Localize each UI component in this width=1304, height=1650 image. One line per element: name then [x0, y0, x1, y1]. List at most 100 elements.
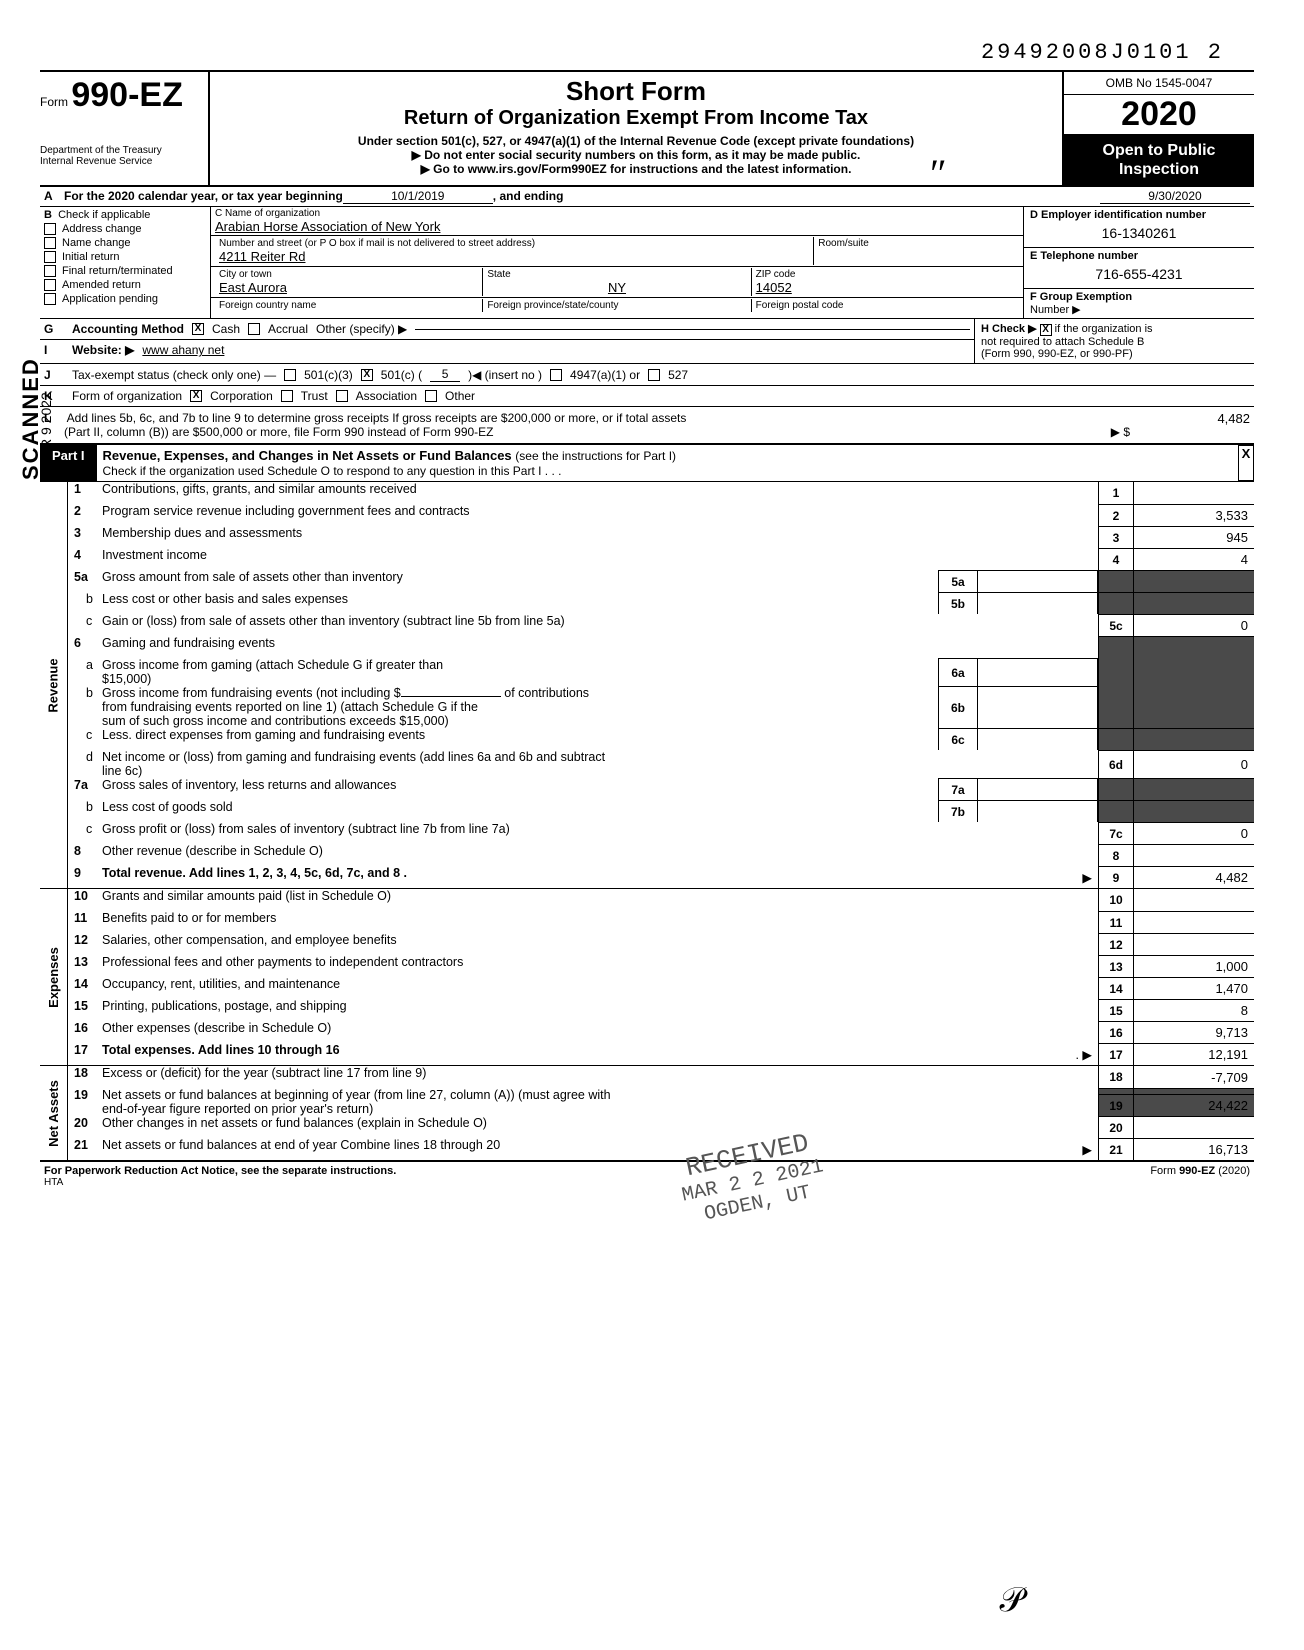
- l6-desc: Gaming and fundraising events: [102, 636, 1098, 650]
- other-label: Other (specify) ▶: [316, 322, 407, 336]
- opt-501c3: 501(c)(3): [304, 368, 353, 382]
- l20-desc: Other changes in net assets or fund bala…: [102, 1116, 1098, 1130]
- chk-h[interactable]: X: [1040, 324, 1052, 336]
- c-label: C Name of organization: [215, 208, 1019, 219]
- f-label2: Number ▶: [1030, 303, 1248, 316]
- l6d-amt: 0: [1134, 750, 1254, 778]
- chk-501c3[interactable]: [284, 369, 296, 381]
- right-header: OMB No 1545-0047 2020 Open to Public Ins…: [1064, 72, 1254, 185]
- title-sub2: ▶ Do not enter social security numbers o…: [216, 148, 1056, 162]
- g-letter: G: [44, 322, 64, 336]
- b-hdr: Check if applicable: [58, 209, 150, 221]
- l13-amt: 1,000: [1134, 955, 1254, 977]
- city-label: City or town: [219, 269, 478, 280]
- footer-right: Form 990-EZ (2020): [1150, 1165, 1250, 1177]
- chk-trust[interactable]: [281, 390, 293, 402]
- street-label: Number and street (or P O box if mail is…: [219, 238, 809, 249]
- chk-initial-return[interactable]: Initial return: [44, 251, 206, 263]
- chk-name-change[interactable]: Name change: [44, 237, 206, 249]
- chk-amended-return[interactable]: Amended return: [44, 279, 206, 291]
- omb-number: OMB No 1545-0047: [1064, 72, 1254, 95]
- l21-amt: 16,713: [1134, 1138, 1254, 1160]
- footer-hta: HTA: [40, 1177, 1254, 1188]
- chk-501c[interactable]: X: [361, 369, 373, 381]
- l9-desc: Total revenue. Add lines 1, 2, 3, 4, 5c,…: [102, 866, 1082, 880]
- l5c-desc: Gain or (loss) from sale of assets other…: [102, 614, 1098, 628]
- fp-label: Foreign province/state/county: [487, 300, 746, 311]
- k-label: Form of organization: [72, 389, 182, 403]
- netassets-lines: 18Excess or (deficit) for the year (subt…: [68, 1066, 1254, 1160]
- row-g: G Accounting Method XCash Accrual Other …: [40, 319, 974, 340]
- form-title-cell: Short Form Return of Organization Exempt…: [210, 72, 1064, 185]
- chk-other[interactable]: [425, 390, 437, 402]
- l19-desc: Net assets or fund balances at beginning…: [102, 1088, 1098, 1116]
- l16-desc: Other expenses (describe in Schedule O): [102, 1021, 1098, 1035]
- d-label: D Employer identification number: [1030, 209, 1248, 221]
- form-number: 990-EZ: [71, 76, 183, 114]
- form-header: Form 990-EZ Department of the Treasury I…: [40, 70, 1254, 187]
- line-a-text2: , and ending: [493, 189, 564, 204]
- l6c-desc: Less. direct expenses from gaming and fu…: [102, 728, 938, 742]
- l3-desc: Membership dues and assessments: [102, 526, 1098, 540]
- expenses-table: Expenses 10Grants and similar amounts pa…: [40, 889, 1254, 1066]
- tax-year: 2020: [1064, 95, 1254, 135]
- l14-amt: 1,470: [1134, 977, 1254, 999]
- part1-title-cell: Revenue, Expenses, and Changes in Net As…: [97, 445, 1234, 481]
- netassets-table: Net Assets 18Excess or (deficit) for the…: [40, 1066, 1254, 1162]
- line-a-text1: For the 2020 calendar year, or tax year …: [64, 189, 343, 204]
- chk-527[interactable]: [648, 369, 660, 381]
- l8-amt: [1134, 844, 1254, 866]
- l7c-desc: Gross profit or (loss) from sales of inv…: [102, 822, 1098, 836]
- l6a-desc: Gross income from gaming (attach Schedul…: [102, 658, 938, 686]
- part1-checkbox[interactable]: X: [1238, 445, 1254, 481]
- l15-amt: 8: [1134, 999, 1254, 1021]
- h-text3: not required to attach Schedule B: [981, 336, 1144, 348]
- chk-cash[interactable]: X: [192, 323, 204, 335]
- open-to-public: Open to Public Inspection: [1064, 135, 1254, 185]
- side-revenue: Revenue: [40, 482, 68, 888]
- l14-desc: Occupancy, rent, utilities, and maintena…: [102, 977, 1098, 991]
- l1-amt: [1134, 482, 1254, 504]
- l3-amt: 945: [1134, 526, 1254, 548]
- chk-accrual[interactable]: [248, 323, 260, 335]
- part1-title-sub: (see the instructions for Part I): [515, 449, 676, 463]
- l17-amt: 12,191: [1134, 1043, 1254, 1065]
- block-bcd: B Check if applicable Address change Nam…: [40, 207, 1254, 319]
- title-sub3: ▶ Go to www.irs.gov/Form990EZ for instru…: [216, 162, 1056, 176]
- revenue-lines: 1Contributions, gifts, grants, and simil…: [68, 482, 1254, 888]
- l2-desc: Program service revenue including govern…: [102, 504, 1098, 518]
- state-label: State: [487, 269, 746, 280]
- f-label: F Group Exemption: [1030, 291, 1248, 303]
- website-val: www ahany net: [142, 343, 224, 357]
- l16-amt: 9,713: [1134, 1021, 1254, 1043]
- chk-final-return[interactable]: Final return/terminated: [44, 265, 206, 277]
- l1-desc: Contributions, gifts, grants, and simila…: [102, 482, 1098, 496]
- h-cell: H Check ▶ X if the organization is not r…: [974, 319, 1254, 363]
- form-dept2: Internal Revenue Service: [40, 156, 200, 167]
- l18-desc: Excess or (deficit) for the year (subtra…: [102, 1066, 1098, 1080]
- line-a-end: 9/30/2020: [1100, 189, 1250, 204]
- j-letter: J: [44, 368, 64, 382]
- h-text2: if the organization is: [1055, 323, 1153, 335]
- part1-title: Revenue, Expenses, and Changes in Net As…: [103, 448, 512, 463]
- l-text1: Add lines 5b, 6c, and 7b to line 9 to de…: [67, 411, 687, 425]
- footer: For Paperwork Reduction Act Notice, see …: [40, 1162, 1254, 1177]
- j-label: Tax-exempt status (check only one) —: [72, 368, 276, 382]
- line-a-letter: A: [44, 189, 64, 204]
- l12-amt: [1134, 933, 1254, 955]
- zip-label: ZIP code: [756, 269, 1015, 280]
- l12-desc: Salaries, other compensation, and employ…: [102, 933, 1098, 947]
- chk-4947[interactable]: [550, 369, 562, 381]
- l9-amt: 4,482: [1134, 866, 1254, 888]
- title-sub1: Under section 501(c), 527, or 4947(a)(1)…: [216, 134, 1056, 148]
- l13-desc: Professional fees and other payments to …: [102, 955, 1098, 969]
- h-text4: (Form 990, 990-EZ, or 990-PF): [981, 348, 1133, 360]
- l7c-amt: 0: [1134, 822, 1254, 844]
- chk-assoc[interactable]: [336, 390, 348, 402]
- opt-trust: Trust: [301, 389, 328, 403]
- chk-corp[interactable]: X: [190, 390, 202, 402]
- h-label: H Check ▶: [981, 323, 1037, 335]
- chk-address-change[interactable]: Address change: [44, 223, 206, 235]
- chk-application-pending[interactable]: Application pending: [44, 293, 206, 305]
- initial-mark: 𝒫: [999, 1582, 1024, 1620]
